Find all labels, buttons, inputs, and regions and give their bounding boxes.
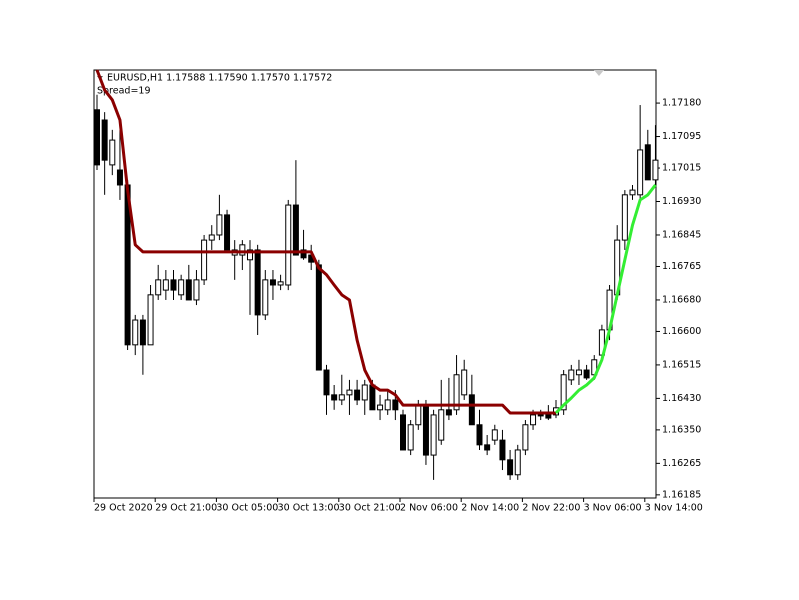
candle-body — [193, 279, 200, 301]
candle-body — [445, 409, 452, 416]
candle-body — [422, 404, 429, 456]
candle-body — [155, 279, 162, 296]
x-tick-label: 29 Oct 2020 — [94, 503, 153, 514]
x-tick-label: 30 Oct 05:00 — [216, 503, 278, 514]
candle-body — [331, 394, 338, 401]
x-tick-label: 3 Nov 06:00 — [584, 503, 642, 514]
y-tick-label: 1.16845 — [662, 229, 701, 240]
candle-body — [300, 249, 307, 259]
candle-body — [499, 439, 506, 461]
candle-body — [216, 214, 223, 236]
candle-body — [247, 249, 253, 261]
candle-body — [537, 414, 544, 417]
candle-body — [468, 394, 475, 426]
shift-marker — [594, 70, 604, 76]
candle-body — [239, 244, 246, 256]
candle-body — [377, 404, 384, 411]
x-tick-label: 2 Nov 22:00 — [522, 503, 580, 514]
candle-body — [583, 369, 590, 379]
candle-body — [514, 449, 521, 476]
candle-body — [369, 384, 376, 411]
x-tick-label: 3 Nov 14:00 — [645, 503, 703, 514]
y-tick-label: 1.16680 — [662, 294, 701, 305]
candle-body — [453, 374, 460, 411]
candle-body — [162, 279, 169, 291]
candle-body — [461, 369, 468, 396]
candle-body — [170, 279, 177, 291]
indicator-line — [95, 69, 556, 415]
candle-body — [269, 279, 276, 286]
candle-body — [575, 369, 582, 376]
candle-body — [415, 404, 422, 426]
candle-body — [285, 204, 292, 286]
candle-body — [568, 369, 575, 381]
candle-body — [346, 389, 353, 396]
candle-body — [323, 369, 330, 396]
candle-body — [652, 159, 659, 181]
candle-body — [262, 279, 269, 316]
candle-body — [522, 424, 529, 451]
y-tick-label: 1.16430 — [662, 393, 701, 404]
candle-body — [101, 119, 108, 161]
x-tick-label: 29 Oct 21:00 — [155, 503, 217, 514]
candle-body — [132, 319, 139, 346]
y-tick-label: 1.16930 — [662, 196, 701, 207]
y-tick-label: 1.16265 — [662, 458, 701, 469]
candle-body — [491, 429, 498, 441]
candle-body — [629, 189, 636, 196]
candle-body — [185, 279, 192, 301]
candle-body — [116, 169, 123, 186]
candle-body — [438, 409, 445, 441]
y-tick-label: 1.17095 — [662, 131, 701, 142]
candle-body — [392, 399, 399, 411]
candle-body — [94, 109, 100, 166]
x-tick-label: 30 Oct 21:00 — [339, 503, 401, 514]
candle-body — [178, 279, 185, 296]
candle-body — [621, 194, 628, 241]
y-tick-label: 1.16600 — [662, 326, 701, 337]
candle-body — [530, 414, 537, 426]
candle-body — [476, 424, 483, 446]
candle-body — [484, 444, 491, 451]
candle-body — [315, 264, 322, 371]
candle-body — [507, 459, 514, 476]
x-tick-label: 30 Oct 13:00 — [278, 503, 340, 514]
candle-body — [407, 424, 414, 451]
candle-body — [384, 399, 391, 411]
candle-body — [292, 204, 299, 256]
candle-body — [201, 239, 208, 281]
candle-body — [637, 149, 644, 196]
candle-body — [254, 249, 261, 316]
candle-body — [560, 374, 567, 411]
candle-body — [545, 414, 552, 419]
indicator-line — [554, 184, 657, 414]
y-tick-label: 1.17180 — [662, 98, 701, 109]
header: EURUSD,H1 1.17588 1.17590 1.17570 1.1757… — [107, 73, 332, 84]
y-tick-label: 1.16350 — [662, 424, 701, 435]
y-tick-label: 1.16185 — [662, 489, 701, 500]
y-tick-label: 1.16515 — [662, 359, 701, 370]
x-tick-label: 2 Nov 06:00 — [400, 503, 458, 514]
candle-body — [430, 414, 437, 456]
candle-body — [361, 384, 368, 401]
candle-body — [354, 389, 361, 401]
candle-body — [224, 214, 231, 251]
candle-body — [147, 294, 154, 346]
y-tick-label: 1.17015 — [662, 163, 701, 174]
spread: Spread=19 — [97, 86, 151, 97]
candle-body — [400, 414, 406, 451]
candle-body — [644, 144, 651, 181]
y-tick-label: 1.16765 — [662, 261, 701, 272]
candle-body — [208, 234, 215, 241]
candle-body — [139, 319, 146, 346]
candle-body — [338, 394, 345, 401]
candle-body — [277, 281, 284, 286]
candle-body — [109, 139, 116, 166]
x-tick-label: 2 Nov 14:00 — [461, 503, 519, 514]
